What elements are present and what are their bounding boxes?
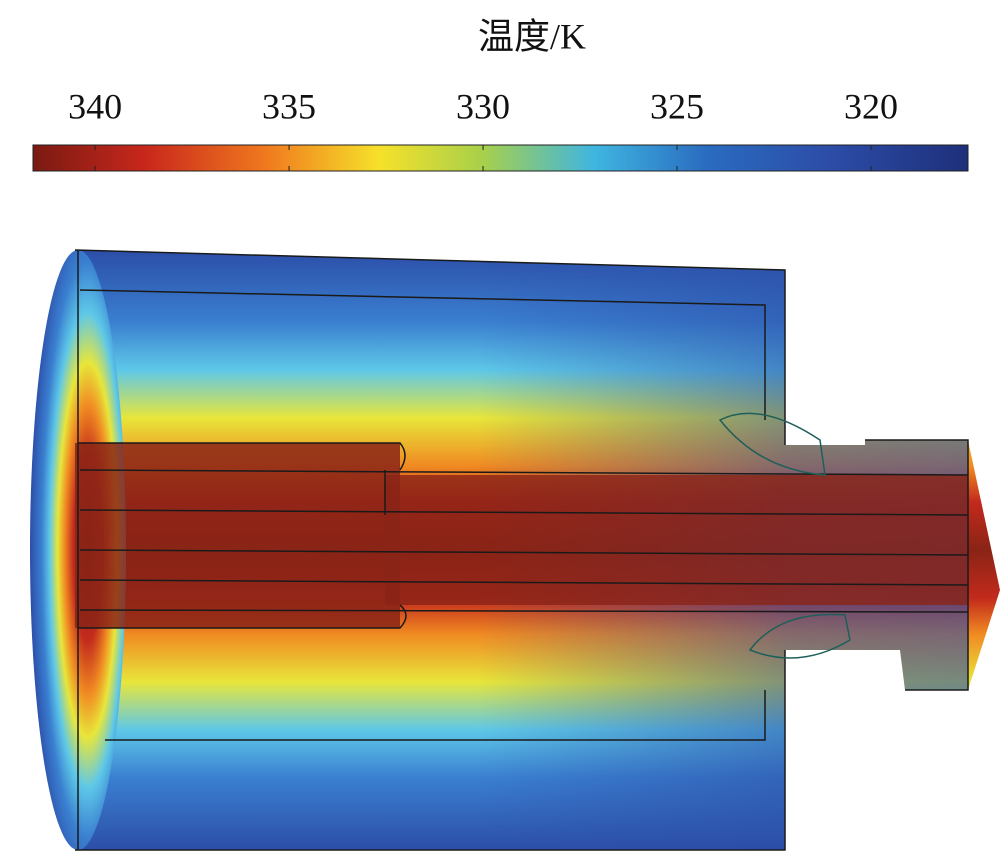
simulation-render <box>30 249 1000 851</box>
colorbar-tick-label: 325 <box>650 86 704 126</box>
colorbar-tick-label: 330 <box>456 86 510 126</box>
colorbar-title: 温度/K <box>478 16 586 56</box>
colorbar <box>32 144 969 172</box>
colorbar-tick-label: 340 <box>68 86 122 126</box>
conductor <box>385 475 968 605</box>
colorbar-tick-label: 320 <box>844 86 898 126</box>
inner-core <box>75 443 400 628</box>
colorbar-tick-label: 335 <box>262 86 316 126</box>
